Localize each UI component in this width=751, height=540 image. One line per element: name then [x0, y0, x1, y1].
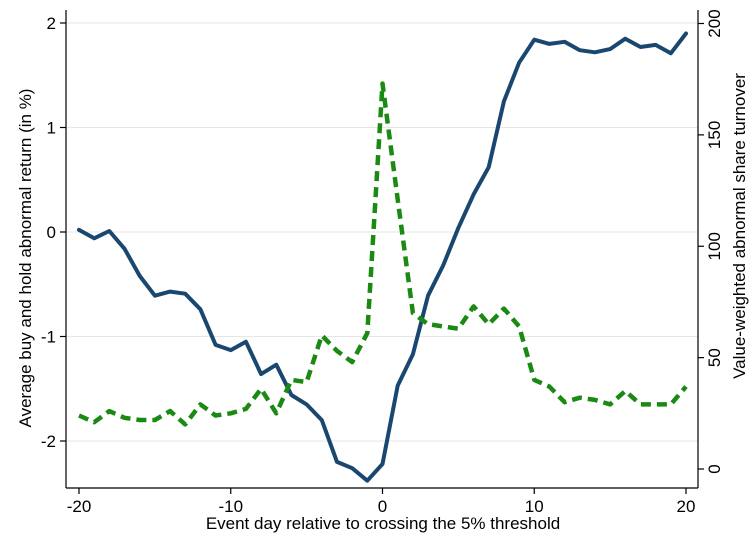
y-tick-label-right: 50 [705, 348, 724, 367]
y-tick-label-left: 0 [47, 223, 56, 242]
x-tick-label: 20 [677, 497, 696, 516]
y-tick-label-left: 1 [47, 119, 56, 138]
y-axis-title-left: Average buy and hold abnormal return (in… [16, 89, 35, 428]
y-tick-label-left: -1 [41, 328, 56, 347]
y-tick-label-right: 0 [705, 464, 724, 473]
series-lines [79, 34, 686, 481]
y-tick-label-right: 100 [705, 232, 724, 260]
x-tick-label: -20 [67, 497, 92, 516]
y-tick-label-right: 200 [705, 9, 724, 37]
y-tick-label-left: -2 [41, 432, 56, 451]
y-tick-label-left: 2 [47, 14, 56, 33]
y-tick-label-right: 150 [705, 121, 724, 149]
x-axis-title: Event day relative to crossing the 5% th… [206, 514, 560, 533]
y-axis-title-right: Value-weighted abnormal share turnover [730, 73, 749, 379]
series-line-turnover [79, 84, 686, 425]
